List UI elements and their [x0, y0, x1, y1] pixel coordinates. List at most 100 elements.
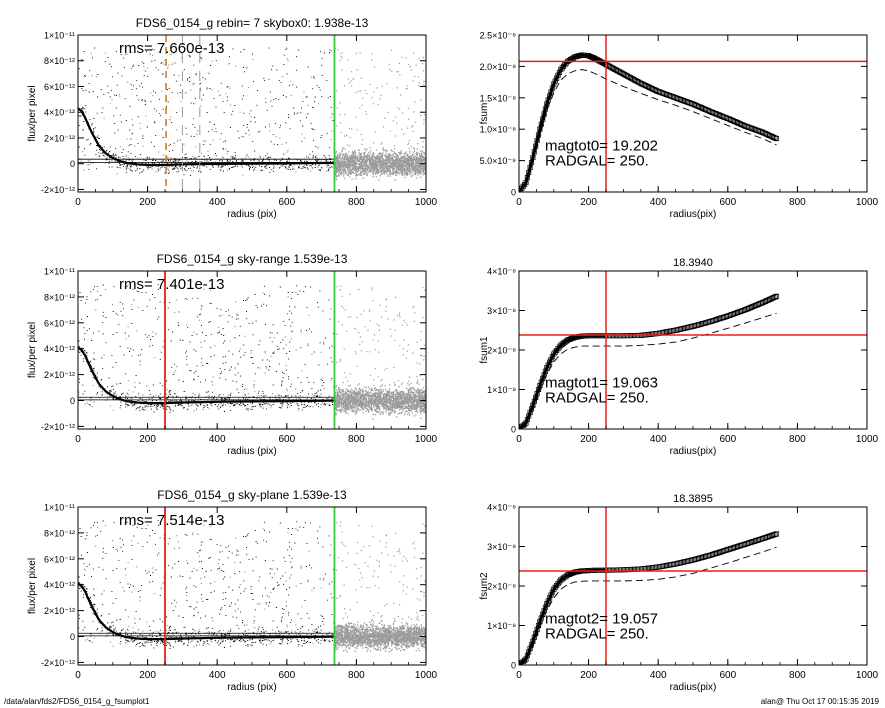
y-tick-label: 3×10⁻⁸	[487, 306, 516, 316]
x-tick-label: 800	[789, 197, 806, 208]
x-tick-label: 200	[580, 434, 597, 445]
scatter-points-inner	[78, 284, 335, 414]
rms-label: rms= 7.401e-13	[119, 276, 224, 293]
scatter-band	[334, 382, 426, 420]
fsum-squares	[519, 293, 780, 429]
x-axis-label: radius (pix)	[227, 682, 276, 693]
x-tick-label: 400	[209, 434, 226, 445]
x-tick-label: 1000	[415, 197, 438, 208]
panel-title: FDS6_0154_g sky-plane 1.539e-13	[157, 488, 347, 502]
y-tick-label: 1.0×10⁻⁸	[480, 125, 517, 135]
x-tick-label: 0	[516, 434, 522, 445]
y-axis-label: flux/per pixel	[27, 558, 38, 614]
y-tick-label: 0	[70, 632, 75, 642]
y-tick-label: 1×10⁻⁸	[487, 621, 516, 631]
rms-label: rms= 7.514e-13	[119, 512, 224, 529]
y-tick-label: 0	[511, 188, 516, 198]
y-axis-label: fsum1	[479, 336, 490, 364]
fsum-label: RADGAL= 250.	[545, 152, 649, 169]
y-tick-label: 2×10⁻¹²	[44, 133, 75, 143]
plot-area	[78, 284, 426, 420]
fsum-dashed-curve	[519, 546, 777, 665]
y-tick-label: 1×10⁻¹¹	[44, 503, 75, 513]
x-tick-label: 0	[516, 197, 522, 208]
y-tick-label: 1×10⁻⁸	[487, 385, 516, 395]
y-tick-label: 4×10⁻¹²	[44, 580, 75, 590]
plot-area	[519, 293, 780, 429]
y-tick-label: -2×10⁻¹²	[41, 658, 75, 668]
x-tick-label: 400	[650, 670, 667, 681]
fsum-dashed-curve	[519, 69, 777, 192]
x-tick-label: 600	[719, 670, 736, 681]
panel-title: 18.3940	[673, 257, 713, 269]
plot-area	[78, 47, 426, 181]
x-tick-label: 0	[75, 197, 81, 208]
footer-timestamp: alan@ Thu Oct 17 00:15:35 2019	[760, 697, 879, 706]
y-tick-label: 4×10⁻¹²	[44, 108, 75, 118]
y-axis-label: flux/per pixel	[27, 85, 38, 141]
y-tick-label: 4×10⁻¹²	[44, 344, 75, 354]
x-tick-label: 800	[348, 670, 365, 681]
x-tick-label: 600	[278, 197, 295, 208]
y-tick-label: 4×10⁻⁸	[487, 267, 516, 277]
y-tick-label: 3×10⁻⁸	[487, 542, 516, 552]
panel-title: FDS6_0154_g rebin= 7 skybox0: 1.938e-13	[136, 16, 369, 30]
x-tick-label: 1000	[856, 434, 879, 445]
profile-curve	[78, 582, 336, 641]
y-tick-label: 2×10⁻⁸	[487, 346, 516, 356]
y-tick-label: 0	[70, 159, 75, 169]
x-axis-label: radius(pix)	[670, 446, 717, 457]
x-tick-label: 0	[75, 670, 81, 681]
y-tick-label: 0	[511, 425, 516, 435]
fsum-label: RADGAL= 250.	[545, 625, 649, 642]
y-tick-label: 0	[511, 661, 516, 671]
x-tick-label: 200	[139, 197, 156, 208]
x-tick-label: 200	[580, 670, 597, 681]
fsum-squares	[519, 531, 780, 665]
x-tick-label: 600	[278, 670, 295, 681]
y-tick-label: 6×10⁻¹²	[44, 82, 75, 92]
y-tick-label: 2×10⁻¹²	[44, 370, 75, 380]
profile-curve	[78, 346, 336, 405]
scatter-points-inner	[78, 520, 335, 650]
x-tick-label: 0	[516, 670, 522, 681]
x-tick-label: 0	[75, 434, 81, 445]
fsum-label: RADGAL= 250.	[545, 389, 649, 406]
x-tick-label: 400	[650, 434, 667, 445]
plot-area	[78, 520, 426, 653]
y-axis-label: flux/per pixel	[27, 322, 38, 378]
y-tick-label: 1.5×10⁻⁸	[480, 93, 517, 103]
profile-3-panel: rms= 7.514e-13 FDS6_0154_g sky-plane 1.53…	[27, 488, 438, 693]
x-tick-label: 400	[650, 197, 667, 208]
x-tick-label: 1000	[415, 670, 438, 681]
y-tick-label: 1×10⁻¹¹	[44, 31, 75, 41]
y-axis-label: fsum	[479, 103, 490, 125]
y-tick-label: 2.0×10⁻⁸	[480, 62, 517, 72]
scatter-points-outer	[79, 47, 426, 177]
y-tick-label: 8×10⁻¹²	[44, 292, 75, 302]
x-axis-label: radius (pix)	[227, 209, 276, 220]
fsum-inner-curve	[519, 53, 607, 192]
footer-path: /data/alan/fds2/FDS6_0154_g_fsumplot1	[4, 697, 150, 706]
y-tick-label: 6×10⁻¹²	[44, 318, 75, 328]
x-tick-label: 1000	[856, 197, 879, 208]
y-tick-label: 2×10⁻⁸	[487, 582, 516, 592]
y-axis-label: fsum2	[479, 572, 490, 600]
x-tick-label: 600	[719, 434, 736, 445]
x-tick-label: 400	[209, 197, 226, 208]
x-tick-label: 800	[789, 670, 806, 681]
y-tick-label: 2.5×10⁻⁸	[480, 31, 517, 41]
fsum-inner-curve	[519, 334, 606, 429]
x-tick-label: 200	[139, 670, 156, 681]
scatter-band	[334, 619, 426, 653]
fsum-label: magtot2= 19.057	[545, 610, 658, 627]
y-tick-label: 0	[70, 396, 75, 406]
rms-label: rms= 7.660e-13	[119, 40, 224, 57]
panel-title: 18.3895	[673, 493, 713, 505]
y-tick-label: 4×10⁻⁸	[487, 503, 516, 513]
x-tick-label: 600	[719, 197, 736, 208]
y-tick-label: 1×10⁻¹¹	[44, 267, 75, 277]
plot-area	[519, 52, 780, 192]
